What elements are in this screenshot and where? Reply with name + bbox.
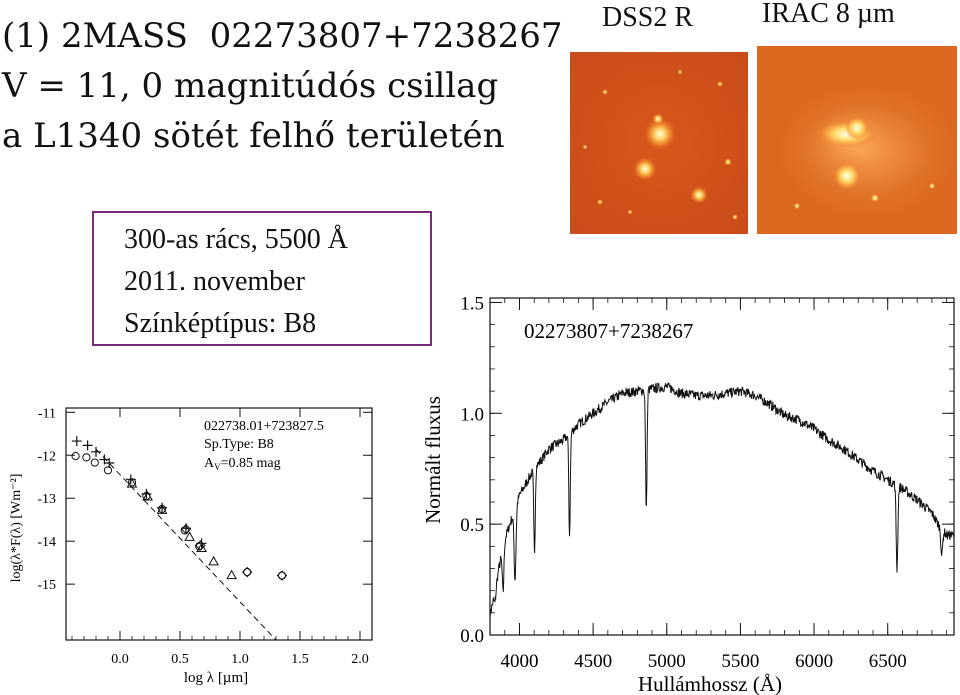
sed-annotation-av: AV=0.85 mag — [204, 456, 281, 472]
sed-av-sub: V — [214, 462, 221, 472]
sed-point-circle — [82, 453, 91, 462]
spectrum-xtick-label: 4500 — [574, 651, 612, 672]
sed-point-triangle — [184, 531, 195, 541]
sed-point-circle — [277, 571, 287, 580]
sed-xtick-label: 2.0 — [351, 652, 369, 667]
sed-ytick-label: -15 — [37, 578, 56, 593]
sed-point-circle — [90, 458, 99, 467]
sed-ytick-label: -13 — [37, 492, 56, 507]
info-box-line-3: Színképtípus: B8 — [124, 308, 317, 339]
spectrum-xtick-label: 4000 — [500, 651, 538, 672]
sed-point-plus — [82, 440, 93, 451]
sed-point-plus — [104, 457, 115, 468]
spectrum-xtick-label: 6000 — [795, 651, 833, 672]
info-box: 300-as rács, 5500 Å 2011. november Színk… — [92, 211, 432, 346]
spectrum-ytick-label: 1.5 — [460, 293, 484, 314]
irac-image-svg — [757, 46, 957, 234]
sed-point-triangle — [196, 542, 207, 553]
sed-point-circle — [180, 526, 189, 535]
sed-xtick-label: 1.0 — [231, 652, 249, 667]
spectrum-chart: 4000 4500 5000 5500 6000 6500 0.0 0.5 1.0 1.5 022… — [421, 293, 955, 695]
heading-line-3: a L1340 sötét felhő területén — [2, 116, 505, 156]
sed-point-triangle — [126, 478, 138, 488]
spectrum-ylabel: Normált fluxus — [421, 396, 445, 524]
sed-ytick-label: -14 — [37, 535, 56, 550]
sed-point-plus — [91, 446, 101, 457]
sed-marks: 0.0 0.5 1.0 1.5 2.0 -11 -12 -13 -14 -15 — [37, 406, 373, 667]
sed-point-circle — [71, 452, 80, 461]
heading-line-1: (1) 2MASS 02273807+7238267 — [2, 16, 563, 56]
sed-point-diamond — [276, 570, 288, 581]
sed-point-triangle — [208, 555, 219, 566]
info-box-line-2: 2011. november — [124, 266, 305, 297]
info-box-line-1: 300-as rács, 5500 Å — [124, 224, 348, 255]
sed-xlabel: log λ [µm] — [184, 670, 248, 686]
spectrum-line — [489, 382, 955, 621]
sed-xtick-label: 1.5 — [291, 652, 309, 667]
sed-point-plus — [71, 436, 82, 447]
spectrum-xtick-label: 5000 — [648, 651, 686, 672]
sed-point-triangle — [226, 569, 237, 580]
sed-point-diamond — [180, 523, 192, 535]
sed-point-diamond — [195, 540, 206, 551]
spectrum-xtick-label: 6500 — [869, 651, 907, 672]
spectrum-ytick-label: 1.0 — [460, 404, 484, 425]
sed-annotation-sptype: Sp.Type: B8 — [204, 437, 274, 452]
dss2-image-svg — [570, 52, 748, 234]
spectrum-title: 02273807+7238267 — [524, 319, 693, 343]
sed-xtick-label: 0.5 — [171, 652, 189, 667]
sed-ytick-label: -11 — [38, 406, 56, 421]
sed-ytick-label: -12 — [37, 449, 56, 464]
sed-point-circle — [103, 466, 113, 475]
sed-model-line — [95, 448, 277, 641]
sed-frame — [65, 407, 373, 641]
sed-ylabel: log(λ*F(λ) [Wm⁻²] — [9, 474, 24, 583]
sed-point-triangle — [156, 504, 168, 514]
sed-av-main: A — [204, 456, 215, 471]
dss2-label: DSS2 R — [602, 2, 694, 33]
sed-chart: 0.0 0.5 1.0 1.5 2.0 -11 -12 -13 -14 -15 022738.01… — [9, 406, 373, 686]
irac-image — [757, 46, 957, 234]
dss2-image — [570, 52, 748, 234]
sed-av-value: =0.85 mag — [221, 456, 281, 471]
spectrum-xtick-label: 5500 — [721, 651, 759, 672]
spectrum-ytick-label: 0.0 — [460, 626, 484, 647]
sed-point-diamond — [241, 566, 253, 578]
spectrum-frame — [489, 297, 955, 636]
sed-point-circle — [243, 568, 252, 577]
irac-label: IRAC 8 µm — [762, 0, 895, 29]
sed-xtick-label: 0.0 — [111, 652, 129, 667]
sed-annotation-id: 022738.01+723827.5 — [204, 419, 324, 434]
spectrum-ytick-label: 0.5 — [460, 515, 484, 536]
sed-point-triangle — [142, 490, 153, 501]
spectrum-marks: 4000 4500 5000 5500 6000 6500 0.0 0.5 1.0 1.5 — [460, 293, 955, 672]
spectrum-xlabel: Hullámhossz (Å) — [638, 672, 782, 695]
heading-line-2: V = 11, 0 magnitúdós csillag — [2, 66, 499, 106]
